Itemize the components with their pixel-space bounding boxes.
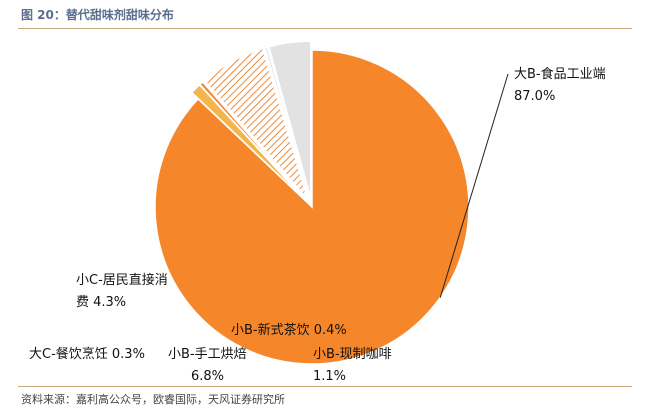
figure-title: 图 20：替代甜味剂甜味分布 [21, 8, 174, 22]
leader-line-0 [439, 73, 509, 298]
title-divider [18, 28, 632, 29]
pie-slice-5 [267, 40, 312, 199]
pie-slices [154, 40, 470, 365]
footer-divider [18, 386, 632, 387]
leader-lines [439, 73, 509, 298]
slice-label-3-line-1: 6.8% [191, 369, 224, 384]
pie-slice-0 [154, 49, 470, 365]
source-note: 资料来源：嘉利高公众号，欧睿国际，天风证券研究所 [21, 393, 285, 406]
slice-label-1-line-1: 1.1% [313, 369, 346, 384]
pie-slice-3 [203, 47, 309, 200]
slice-label-5-line-1: 费 4.3% [76, 295, 126, 310]
slice-labels: 大B-食品工业端 87.0% 小B-现制咖啡 1.1% 小B-新式茶饮 0.4% 小B-手… [29, 66, 606, 384]
pie-slice-2 [198, 80, 307, 201]
slice-label-0-line-0: 大B-食品工业端 [514, 66, 606, 82]
slice-label-0-line-1: 87.0% [514, 89, 555, 104]
slice-label-1-line-0: 小B-现制咖啡 [313, 347, 392, 362]
slice-label-4-line-0: 大C-餐饮烹饪 0.3% [29, 346, 145, 362]
slice-label-5-line-0: 小C-居民直接消 [76, 272, 168, 288]
pie-slice-4 [263, 46, 311, 199]
slice-label-2-line-0: 小B-新式茶饮 0.4% [231, 322, 347, 338]
slice-label-3-line-0: 小B-手工烘焙 [168, 347, 247, 362]
